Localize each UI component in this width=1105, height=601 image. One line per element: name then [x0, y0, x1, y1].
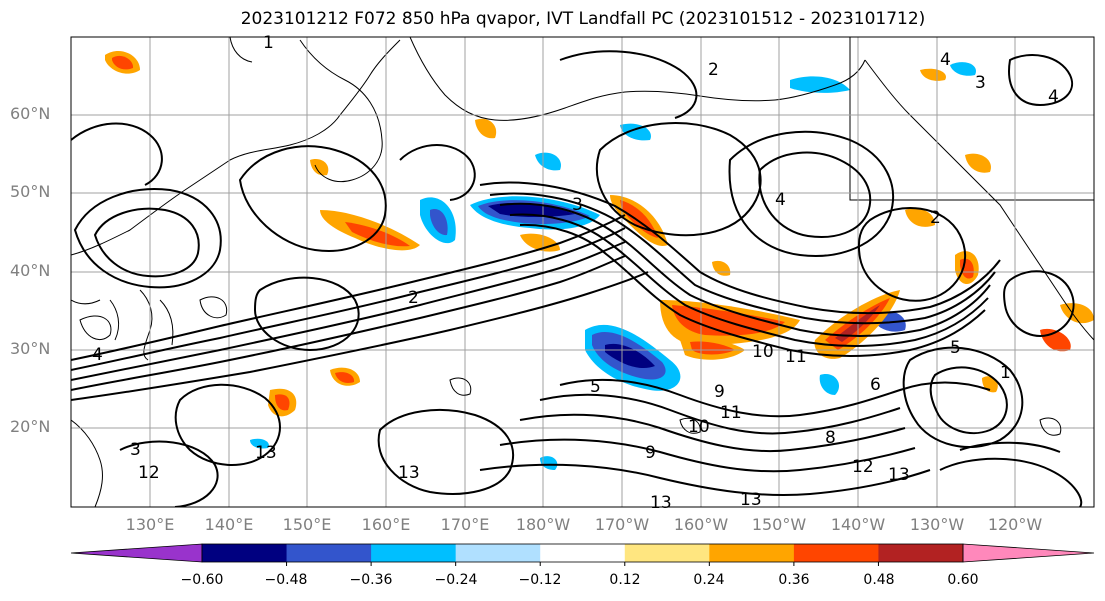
negative-anomaly — [430, 209, 448, 236]
contour-label: 3 — [975, 73, 986, 93]
lon-label: 180°W — [515, 515, 571, 534]
negative-anomaly — [790, 76, 850, 93]
contour-label: 6 — [870, 375, 881, 395]
colorbar-extend-min — [70, 543, 203, 563]
lon-label: 130°W — [909, 515, 965, 534]
map-title: 2023101212 F072 850 hPa qvapor, IVT Land… — [240, 9, 926, 29]
contour-label: 9 — [645, 443, 656, 463]
lon-label: 150°W — [751, 515, 807, 534]
minor-contours — [79, 296, 1062, 436]
positive-anomaly — [475, 118, 497, 139]
contour-label: 3 — [572, 195, 583, 215]
positive-anomaly — [310, 159, 329, 176]
lon-label: 140°W — [830, 515, 886, 534]
contour-label: 2 — [408, 288, 419, 308]
colorbar — [70, 543, 1095, 566]
positive-anomaly — [275, 394, 290, 411]
ivt-contours — [71, 50, 1083, 507]
lon-label: 120°W — [987, 515, 1043, 534]
colorbar-tick-label: 0.24 — [693, 572, 725, 588]
contour-label: 12 — [852, 457, 874, 477]
colorbar-segment — [202, 544, 288, 562]
contour-label: 4 — [1048, 87, 1059, 107]
contour-label: 12 — [138, 463, 160, 483]
lat-label: 30°N — [10, 339, 51, 358]
colorbar-segment — [286, 544, 372, 562]
negative-anomaly — [819, 374, 840, 395]
map-panel — [71, 37, 1094, 507]
negative-anomaly — [250, 438, 269, 449]
positive-anomaly — [960, 258, 974, 279]
colorbar-segment — [878, 544, 964, 562]
lat-label: 20°N — [10, 417, 51, 436]
positive-anomaly — [965, 153, 991, 173]
contour-label: 13 — [398, 463, 420, 483]
negative-anomaly — [950, 62, 976, 76]
lon-label: 170°W — [594, 515, 650, 534]
contour-label: 11 — [720, 403, 742, 423]
contour-label: 13 — [740, 490, 762, 510]
contour-label: 4 — [92, 345, 103, 365]
colorbar-tick-label: 0.36 — [778, 572, 810, 588]
colorbar-tick-label: 0.48 — [863, 572, 895, 588]
contour-label: 2 — [930, 208, 941, 228]
colorbar-tick-label: −0.36 — [349, 572, 393, 588]
contour-label: 10 — [752, 342, 774, 362]
colorbar-frame — [201, 543, 964, 563]
colorbar-tick-label: −0.12 — [518, 572, 562, 588]
lat-label: 40°N — [10, 261, 51, 280]
contour-label: 8 — [825, 428, 836, 448]
positive-anomaly — [345, 222, 410, 247]
lat-label: 50°N — [10, 182, 51, 201]
colorbar-segment — [540, 544, 626, 562]
contour-label: 1 — [263, 33, 274, 53]
contour-label: 2 — [708, 60, 719, 80]
contour-label: 9 — [714, 382, 725, 402]
contour-label: 5 — [590, 377, 601, 397]
colorbar-extend-max — [962, 543, 1095, 563]
contour-label: 4 — [940, 50, 951, 70]
lon-label: 130°E — [125, 515, 175, 534]
negative-anomaly — [540, 456, 558, 470]
contour-label: 13 — [255, 443, 277, 463]
lon-label: 160°E — [361, 515, 411, 534]
positive-anomaly — [112, 55, 134, 70]
negative-anomaly — [535, 152, 561, 171]
colorbar-tick-label: 0.60 — [947, 572, 979, 588]
contour-label: 4 — [775, 190, 786, 210]
contour-label: 1 — [1000, 363, 1011, 383]
contour-label-group: 1 2 4 3 4 2 4 2 3 5 10 11 9 8 12 13 13 1… — [92, 33, 1059, 513]
colorbar-segment — [793, 544, 879, 562]
positive-anomaly — [920, 68, 946, 81]
contour-label: 13 — [650, 493, 672, 513]
contour-label: 11 — [785, 347, 807, 367]
colorbar-segment — [455, 544, 541, 562]
contour-label: 5 — [950, 338, 961, 358]
colorbar-tick-label: −0.60 — [180, 572, 224, 588]
contour-label: 13 — [888, 465, 910, 485]
colorbar-tick-label: 0.12 — [609, 572, 641, 588]
lon-label: 140°E — [204, 515, 254, 534]
colorbar-segment — [624, 544, 710, 562]
positive-anomaly — [905, 208, 935, 227]
colorbar-tick-label: −0.48 — [264, 572, 308, 588]
lat-label: 60°N — [10, 104, 51, 123]
lon-label: 170°E — [440, 515, 490, 534]
colorbar-segment — [371, 544, 457, 562]
lon-label: 160°W — [673, 515, 729, 534]
colorbar-tick-label: −0.24 — [434, 572, 478, 588]
map-frame — [70, 36, 1095, 508]
colorbar-segment — [709, 544, 795, 562]
negative-anomaly — [488, 202, 575, 217]
lon-label: 150°E — [282, 515, 332, 534]
positive-anomaly — [335, 372, 355, 383]
contour-label: 10 — [688, 417, 710, 437]
contour-label: 3 — [130, 440, 141, 460]
